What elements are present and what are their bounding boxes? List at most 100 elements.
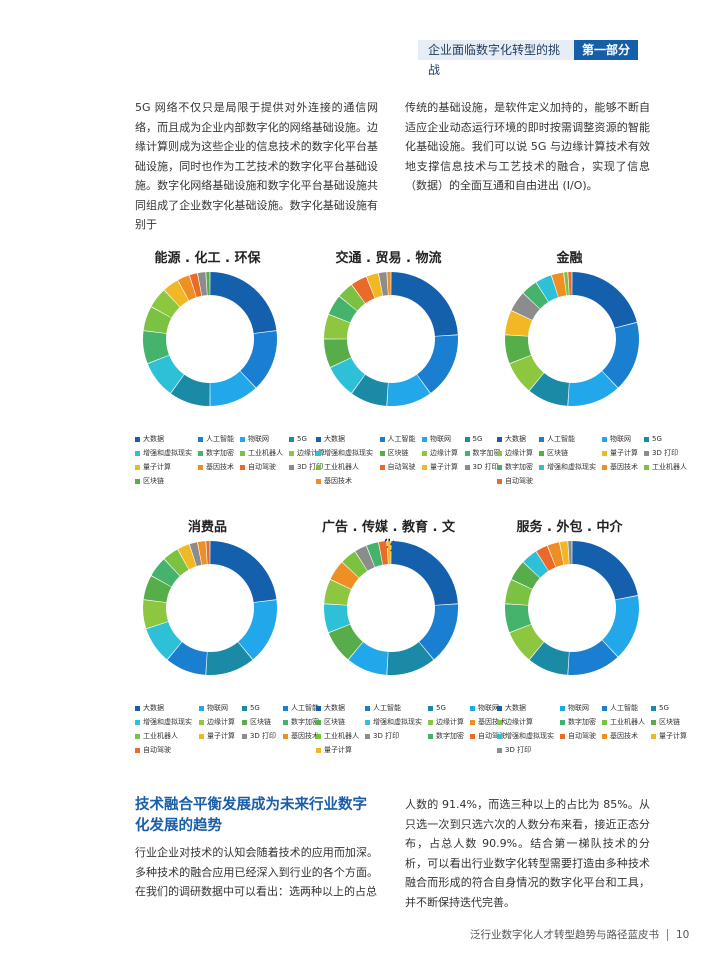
legend-item: 基因技术 bbox=[470, 717, 506, 727]
donut-chart-6: 服务 . 外包 . 中介 大数据 物联网 人工智能 5G 边缘计算 数字加密 工业机器人 区块… bbox=[497, 516, 687, 766]
legend-item: 工业机器人 bbox=[316, 731, 359, 741]
donut-slice bbox=[505, 310, 533, 336]
legend-item: 工业机器人 bbox=[240, 448, 283, 458]
legend-swatch bbox=[316, 436, 321, 442]
legend-item: 自动驾驶 bbox=[560, 731, 596, 741]
legend-item: 工业机器人 bbox=[644, 462, 687, 472]
legend-item: 物联网 bbox=[602, 434, 638, 444]
legend-label: 量子计算 bbox=[324, 746, 352, 754]
legend-swatch bbox=[316, 747, 321, 753]
legend-swatch bbox=[560, 733, 565, 739]
donut-slice bbox=[351, 374, 388, 406]
legend-label: 边缘计算 bbox=[206, 718, 235, 726]
legend-swatch bbox=[379, 464, 385, 470]
part-label: 第一部分 bbox=[574, 40, 638, 60]
donut-slice bbox=[505, 604, 531, 633]
legend-swatch bbox=[428, 705, 433, 711]
legend-label: 自动驾驶 bbox=[248, 463, 276, 471]
donut-slice bbox=[366, 542, 383, 567]
footer-title: 泛行业数字化人才转型趋势与路径蓝皮书 bbox=[470, 929, 659, 941]
legend-label: 3D 打印 bbox=[249, 732, 277, 740]
legend-swatch bbox=[539, 450, 544, 456]
legend-label: 3D 打印 bbox=[505, 746, 532, 754]
legend-swatch bbox=[283, 719, 289, 725]
donut-slice bbox=[536, 275, 559, 302]
legend-item: 5G bbox=[241, 703, 277, 713]
donut-slice bbox=[167, 642, 207, 675]
legend-swatch bbox=[497, 450, 502, 456]
legend-swatch bbox=[644, 464, 649, 470]
donut-slice bbox=[348, 642, 388, 675]
donut-slice bbox=[339, 285, 365, 311]
legend-label: 5G bbox=[659, 704, 669, 712]
donut-slice bbox=[391, 272, 458, 336]
legend-item: 工业机器人 bbox=[602, 717, 645, 727]
legend-item: 量子计算 bbox=[602, 448, 638, 458]
donut-slice bbox=[324, 339, 352, 368]
donut-slice bbox=[509, 355, 544, 391]
donut-slice bbox=[147, 355, 184, 393]
donut-chart-1: 能源 . 化工 . 环保 大数据 人工智能 物联网 5G 增强和虚拟现实 数字加密 工业机器… bbox=[135, 247, 325, 497]
legend-label: 5G bbox=[436, 704, 446, 712]
legend-swatch bbox=[379, 436, 385, 442]
donut-slice bbox=[568, 371, 618, 406]
legend-item: 基因技术 bbox=[198, 462, 234, 472]
chart-title: 能源 . 化工 . 环保 bbox=[154, 251, 261, 266]
donut-slice bbox=[210, 272, 277, 334]
legend-item: 边缘计算 bbox=[198, 717, 236, 727]
legend-item: 物联网 bbox=[198, 703, 236, 713]
donut-chart-4: 消费品 大数据 物联网 5G 人工智能 增强和虚拟现实 边缘计算 区块链 数字加密 工业机器人 量… bbox=[135, 516, 319, 766]
donut-svg bbox=[324, 272, 458, 406]
legend-swatch bbox=[289, 464, 294, 470]
donut-slice bbox=[529, 642, 569, 675]
legend-label: 边缘计算 bbox=[297, 449, 325, 457]
legend-label: 区块链 bbox=[387, 449, 409, 457]
legend-item: 基因技术 bbox=[602, 462, 638, 472]
legend-swatch bbox=[135, 719, 140, 725]
legend-swatch bbox=[240, 464, 245, 470]
donut-slice bbox=[189, 273, 202, 298]
legend-item: 大数据 bbox=[135, 434, 192, 444]
donut-slice bbox=[206, 272, 210, 296]
donut-slice bbox=[210, 371, 256, 406]
legend-label: 量子计算 bbox=[430, 463, 458, 471]
legend-label: 基因技术 bbox=[610, 463, 638, 471]
donut-slice bbox=[572, 272, 637, 328]
legend-swatch bbox=[198, 705, 204, 711]
intro-right-paragraph: 传统的基础设施，是软件定义加持的，能够不断自适应企业动态运行环境的即时按需调整资… bbox=[405, 101, 650, 192]
donut-slice bbox=[189, 542, 202, 567]
legend-label: 物联网 bbox=[206, 704, 228, 712]
legend-swatch bbox=[464, 464, 470, 470]
legend-label: 基因技术 bbox=[478, 718, 506, 726]
donut-slice bbox=[536, 545, 556, 571]
legend-label: 增强和虚拟现实 bbox=[324, 449, 373, 457]
legend-item: 边缘计算 bbox=[422, 448, 459, 458]
legend-label: 物联网 bbox=[568, 704, 589, 712]
donut-slice bbox=[378, 272, 388, 296]
donut-slice bbox=[164, 549, 189, 576]
donut-slice bbox=[366, 273, 383, 298]
legend-label: 增强和虚拟现实 bbox=[373, 718, 422, 726]
legend-swatch bbox=[497, 747, 502, 753]
donut-slice bbox=[206, 642, 253, 675]
legend-item: 量子计算 bbox=[422, 462, 459, 472]
legend-item: 3D 打印 bbox=[365, 731, 422, 741]
donut-svg bbox=[324, 541, 458, 675]
legend-item: 物联网 bbox=[560, 703, 596, 713]
legend-item: 自动驾驶 bbox=[135, 745, 193, 755]
legend-label: 大数据 bbox=[324, 435, 345, 443]
legend-label: 人工智能 bbox=[610, 704, 638, 712]
donut-slice bbox=[387, 374, 431, 406]
donut-slice bbox=[602, 595, 639, 657]
legend-item: 量子计算 bbox=[135, 462, 192, 472]
legend-item: 数字加密 bbox=[428, 731, 464, 741]
legend-item: 数字加密 bbox=[198, 448, 234, 458]
legend-label: 边缘计算 bbox=[505, 449, 533, 457]
section-right-paragraph: 人数的 91.4%，而选三种以上的占比为 85%。从只选一次到只选六次的人数分布… bbox=[405, 798, 650, 909]
legend-item: 3D 打印 bbox=[241, 731, 277, 741]
donut-slice bbox=[210, 541, 277, 603]
donut-slice bbox=[240, 331, 277, 388]
intro-left-paragraph: 5G 网络不仅只是局限于提供对外连接的通信网络，而且成为企业内部数字化的网络基础… bbox=[135, 101, 378, 231]
legend-label: 工业机器人 bbox=[610, 718, 645, 726]
legend-swatch bbox=[135, 436, 140, 442]
